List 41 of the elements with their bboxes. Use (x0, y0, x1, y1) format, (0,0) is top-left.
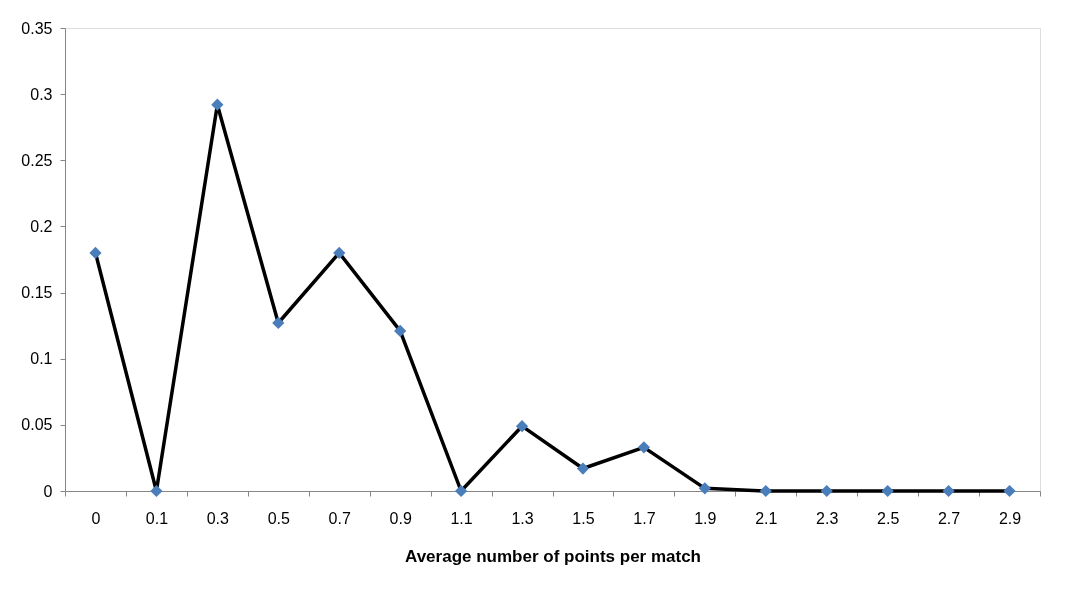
point (1003, 484, 1016, 498)
y-tick-label: 0 (43, 482, 53, 500)
point (333, 246, 346, 260)
point (881, 484, 894, 498)
y-tick-label: 0.15 (21, 284, 53, 302)
x-tick-label: 2.9 (998, 509, 1022, 527)
point (698, 482, 711, 495)
x-tick-label: 2.3 (816, 509, 839, 527)
x-tick-label: 0.1 (145, 509, 169, 527)
point (150, 484, 163, 498)
x-tick-label: 1.3 (511, 509, 534, 527)
x-tick-label: 0 (91, 509, 101, 527)
point (515, 420, 529, 433)
y-tick-label: 0.05 (21, 416, 53, 434)
point (454, 484, 468, 498)
x-tick-label: 2.7 (937, 509, 961, 527)
y-tick-label: 0.3 (30, 85, 53, 103)
x-tick-label: 2.1 (755, 509, 778, 527)
point (211, 98, 224, 111)
y-tick-label: 0.1 (30, 350, 53, 368)
y-tick-label: 0.35 (21, 19, 53, 37)
x-tick-label: 1.5 (572, 509, 595, 527)
point (942, 484, 955, 498)
x-tick-label: 2.5 (877, 509, 900, 527)
x-tick-label: 0.5 (267, 509, 290, 527)
y-tick-label: 0.2 (30, 217, 53, 235)
point (759, 484, 772, 498)
point (394, 324, 407, 338)
point (820, 484, 833, 498)
y-tick-label: 0.25 (21, 151, 53, 169)
x-tick-label: 1.9 (694, 509, 717, 527)
point (272, 316, 285, 330)
x-tick-label: 0.3 (206, 509, 230, 527)
x-tick-label: 0.7 (328, 509, 351, 527)
point (637, 441, 651, 454)
x-tick-label: 0.9 (389, 509, 412, 527)
x-axis-title: Average number of points per match (405, 546, 701, 566)
point (89, 246, 102, 260)
x-tick-label: 1.7 (633, 509, 656, 527)
x-tick-label: 1.1 (450, 509, 473, 527)
point (576, 462, 590, 475)
